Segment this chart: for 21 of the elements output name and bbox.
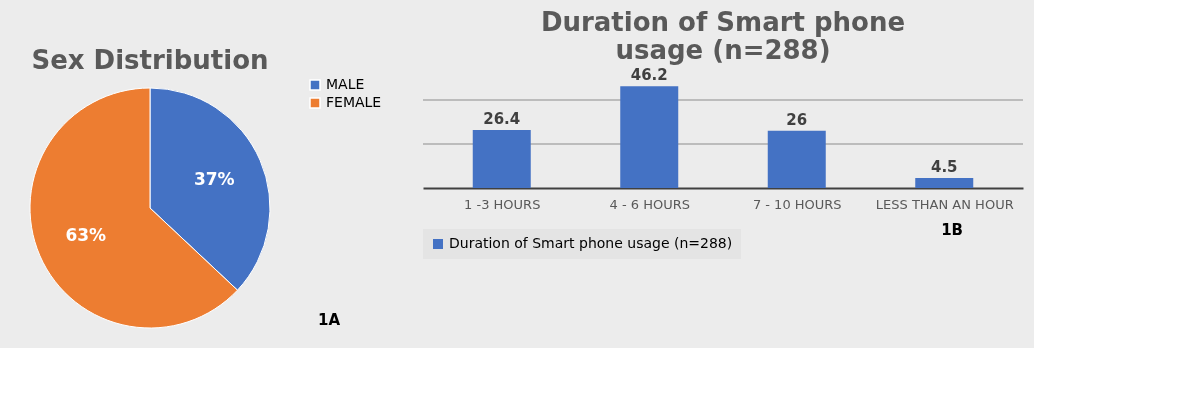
data-label: 26	[786, 110, 808, 129]
legend-label: FEMALE	[326, 94, 382, 110]
data-label: 4.5	[930, 158, 958, 177]
x-tick-label: LESS THAN AN HOUR	[875, 196, 1014, 212]
x-tick-label: 7 - 10 HOURS	[752, 196, 842, 212]
data-label: 26.4	[483, 109, 521, 128]
bar	[620, 86, 679, 188]
text: 1A	[317, 311, 341, 329]
x-tick-label: 1 -3 HOURS	[464, 196, 541, 212]
legend-label: MALE	[326, 76, 365, 92]
legend-label: Duration of Smart phone usage (n=288)	[449, 235, 733, 251]
bar	[472, 129, 531, 188]
x-tick-label: 4 - 6 HOURS	[609, 196, 690, 212]
bar	[915, 178, 974, 188]
chart-title: Sex Distribution	[31, 45, 269, 75]
data-label: 37%	[193, 169, 235, 190]
text: 1B	[941, 221, 963, 239]
chart-title: Duration of Smart phone usage (n=288)	[540, 7, 906, 66]
data-label: 63%	[65, 224, 107, 245]
bar	[767, 130, 826, 188]
data-label: 46.2	[630, 66, 668, 85]
